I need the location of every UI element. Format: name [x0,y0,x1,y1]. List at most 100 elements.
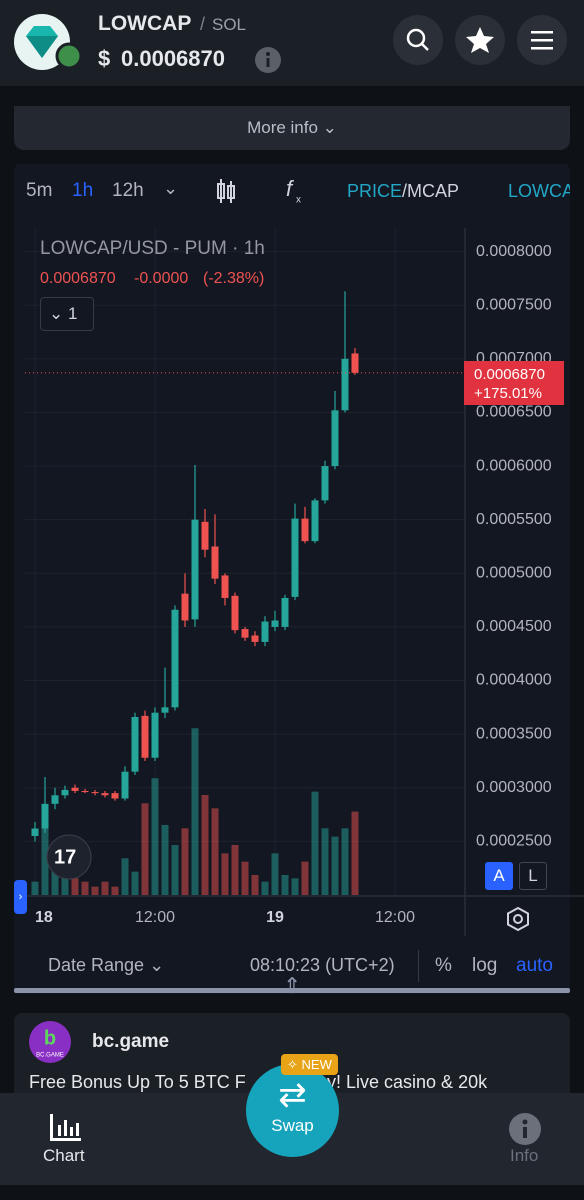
volume-bar [171,844,179,895]
price-toggle[interactable]: PRICE [347,181,403,201]
volume-bar [151,778,159,895]
volume-bar [121,858,129,895]
candle-body [351,353,359,373]
volume-bar [331,836,339,895]
candle-body [31,828,39,837]
candle-body [301,518,309,542]
percent-button[interactable]: % [435,955,452,976]
volume-bar [131,871,139,895]
candle-body [241,629,249,638]
y-tick-label: 0.0003500 [476,725,552,742]
favorite-button[interactable] [455,15,505,65]
info-icon[interactable] [254,46,284,76]
info-nav-label[interactable]: Info [510,1146,539,1165]
x-tick-label: 12:00 [375,909,415,926]
volume-bar [31,881,39,895]
volume-bar [211,808,219,895]
candle-body [111,793,119,799]
chart-nav-icon[interactable] [48,1112,84,1144]
volume-bar [231,844,239,895]
token-name: LOWCAP [98,12,192,35]
menu-button[interactable] [517,15,567,65]
candle-body [231,595,239,631]
candle-body [331,410,339,467]
info-nav-icon[interactable] [508,1112,542,1146]
resize-handle[interactable]: ⇕ [283,973,302,998]
ad-text: y! Live casino & 20k [327,1072,488,1092]
volume-bar [41,828,49,895]
y-tick-label: 0.0005000 [476,565,552,582]
y-tick-label: 0.0002500 [476,833,552,850]
volume-bar [301,861,309,895]
candle-body [51,795,59,804]
interval-button[interactable]: 5m [26,180,53,201]
new-badge: ✧ NEW [281,1054,338,1075]
x-tick-label: 19 [266,909,284,926]
indicator-toggle[interactable]: ⌄ 1 [40,297,94,331]
volume-bar [161,824,169,895]
volume-bar [251,874,259,895]
last-price-tag: 0.0006870 +175.01% [464,361,564,405]
y-tick-label: 0.0008000 [476,243,552,260]
chart: 0.0002500 0.0003000 0.0003500 0.0004000 0.00… [25,228,584,936]
volume-bar [191,728,199,895]
chart-nav-label[interactable]: Chart [43,1146,85,1165]
currency: $ [98,46,111,71]
interval-dropdown[interactable]: ⌄ [163,178,179,198]
volume-bar [101,881,109,895]
svg-text:17: 17 [54,846,76,868]
volume-bar [111,886,119,895]
auto-button[interactable]: auto [516,955,553,976]
resize-bar[interactable] [14,988,570,993]
search-button[interactable] [393,15,443,65]
volume-bar [311,791,319,895]
candle-body [191,519,199,620]
candle-body [41,803,49,829]
settings-icon[interactable] [505,906,531,932]
candle-type-button[interactable] [217,179,235,203]
log-scale-button[interactable]: L [519,862,547,890]
token-tab[interactable]: LOWCA [508,181,570,201]
auto-scale-button[interactable]: A [485,862,513,890]
volume-bar [341,828,349,895]
legend-change: -0.0000 [134,270,189,287]
y-tick-label: 0.0006000 [476,457,552,474]
svg-text:b: b [44,1027,56,1049]
log-button[interactable]: log [472,955,498,976]
plot [25,228,465,895]
interval-button[interactable]: 1h [72,180,94,201]
candle-body [171,609,179,708]
more-info-button[interactable]: More info ⌄ [14,106,570,150]
last-price: 0.0006870 [474,366,545,383]
y-tick-label: 0.0006500 [476,404,552,421]
candle-body [281,597,289,627]
interval-button[interactable]: 12h [112,180,144,201]
header-actions [393,15,567,65]
y-tick-label: 0.0004000 [476,672,552,689]
volume-bar [281,874,289,895]
volume-bar [321,828,329,895]
candle-body [321,466,329,501]
side-toggle[interactable]: › [14,880,27,914]
y-tick-label: 0.0007500 [476,296,552,313]
volume-bar [221,853,229,895]
swap-button[interactable]: ⇄ Swap [246,1064,339,1157]
volume-bar [71,878,79,895]
date-range-label: Date Range [48,955,145,975]
mcap-toggle[interactable]: /MCAP [402,181,460,201]
ad-text: Free Bonus Up To 5 BTC F [29,1072,246,1092]
candle-body [121,771,129,799]
candle-body [211,546,219,579]
token-logo [14,14,83,70]
candle-body [201,521,209,550]
candle-body [311,500,319,542]
volume-bar [81,881,89,895]
chain: SOL [212,15,247,34]
date-range-button[interactable]: Date Range ⌄ [48,955,165,975]
more-info-label: More info [247,118,318,137]
volume-bar [61,869,69,895]
candle-body [251,635,259,642]
y-tick-label: 0.0003000 [476,779,552,796]
volume-bar [241,861,249,895]
